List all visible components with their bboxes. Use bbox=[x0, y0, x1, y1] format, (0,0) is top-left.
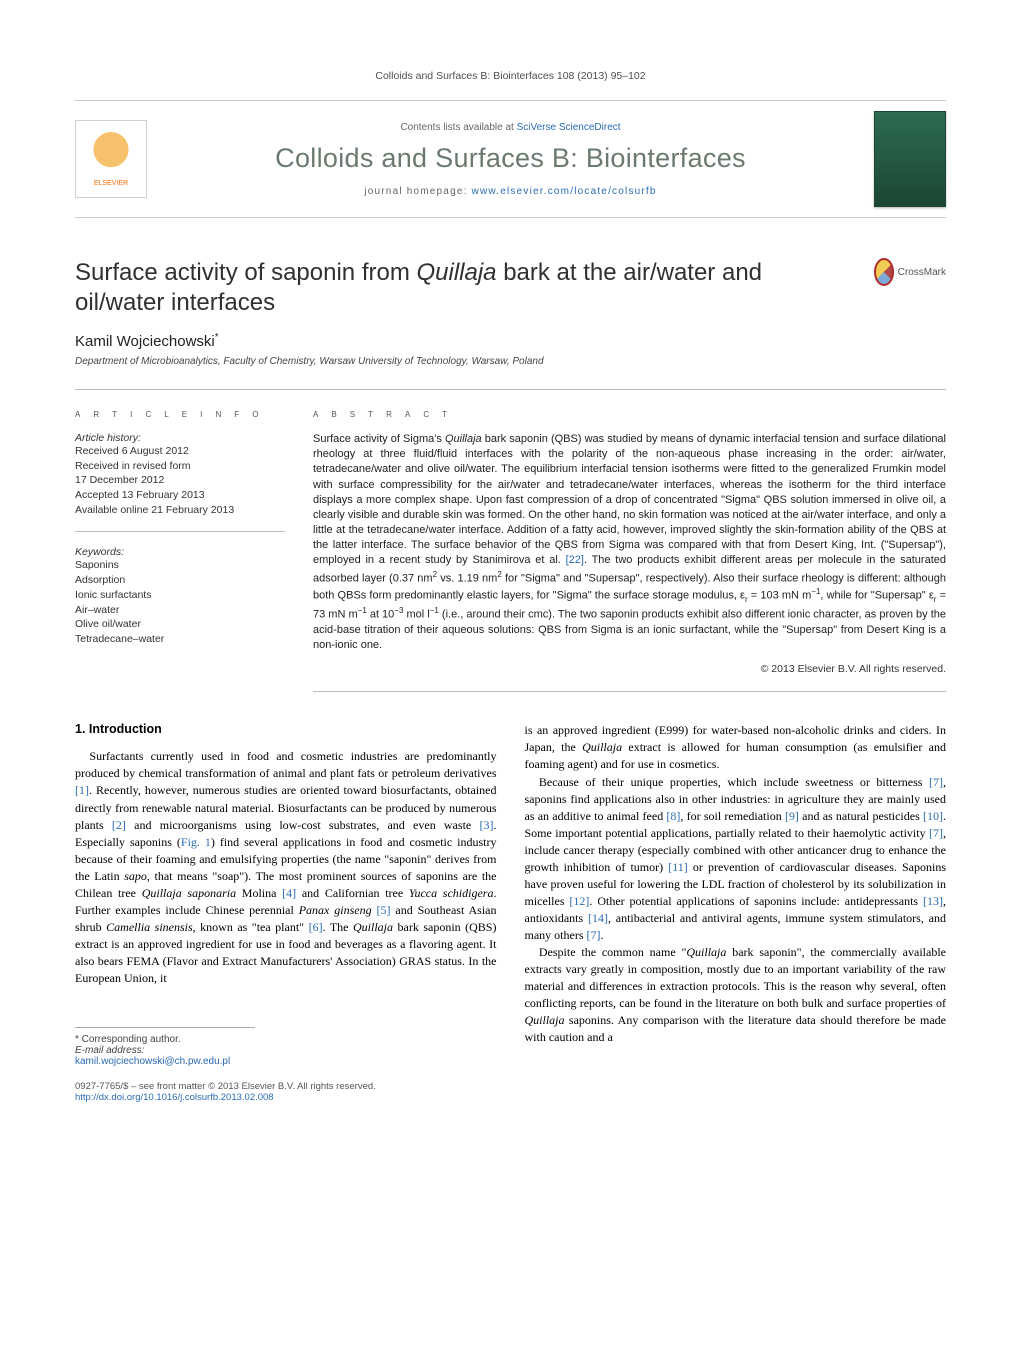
keyword: Ionic surfactants bbox=[75, 588, 285, 603]
keyword: Saponins bbox=[75, 558, 285, 573]
contents-line: Contents lists available at SciVerse Sci… bbox=[165, 122, 856, 133]
title-prefix: Surface activity of saponin from bbox=[75, 259, 416, 286]
keyword: Air–water bbox=[75, 603, 285, 618]
body-paragraph: Surfactants currently used in food and c… bbox=[75, 748, 497, 986]
email-label: E-mail address: bbox=[75, 1045, 144, 1056]
body-col-right: is an approved ingredient (E999) for wat… bbox=[525, 722, 947, 1102]
abstract-copyright: © 2013 Elsevier B.V. All rights reserved… bbox=[313, 663, 946, 692]
keywords-block: Keywords: Saponins Adsorption Ionic surf… bbox=[75, 546, 285, 660]
body-paragraph: Because of their unique properties, whic… bbox=[525, 774, 947, 944]
publisher-logo-text: ELSEVIER bbox=[94, 180, 128, 187]
running-head: Colloids and Surfaces B: Biointerfaces 1… bbox=[75, 70, 946, 82]
homepage-prefix: journal homepage: bbox=[364, 186, 471, 197]
history-line: Accepted 13 February 2013 bbox=[75, 488, 285, 503]
bottom-meta: 0927-7765/$ – see front matter © 2013 El… bbox=[75, 1081, 497, 1103]
footnotes: * Corresponding author. E-mail address: … bbox=[75, 1027, 255, 1067]
journal-cover-thumbnail[interactable] bbox=[874, 111, 946, 207]
article-title: Surface activity of saponin from Quillaj… bbox=[75, 258, 856, 318]
history-line: Received 6 August 2012 bbox=[75, 444, 285, 459]
masthead-center: Contents lists available at SciVerse Sci… bbox=[165, 122, 856, 197]
body-col-left: 1. Introduction Surfactants currently us… bbox=[75, 722, 497, 1102]
author-email-link[interactable]: kamil.wojciechowski@ch.pw.edu.pl bbox=[75, 1056, 230, 1067]
elsevier-tree-icon bbox=[89, 132, 133, 176]
masthead: ELSEVIER Contents lists available at Sci… bbox=[75, 100, 946, 218]
author-marker: * bbox=[215, 332, 219, 343]
abstract-body: Surface activity of Sigma's Quillaja bar… bbox=[313, 432, 946, 653]
publisher-logo[interactable]: ELSEVIER bbox=[75, 120, 147, 198]
body-paragraph: is an approved ingredient (E999) for wat… bbox=[525, 722, 947, 773]
history-line: 17 December 2012 bbox=[75, 473, 285, 488]
journal-title: Colloids and Surfaces B: Biointerfaces bbox=[165, 143, 856, 174]
crossmark-label: CrossMark bbox=[898, 267, 946, 278]
doi-link[interactable]: http://dx.doi.org/10.1016/j.colsurfb.201… bbox=[75, 1092, 274, 1103]
authors-line: Kamil Wojciechowski* bbox=[75, 332, 946, 350]
keyword: Adsorption bbox=[75, 573, 285, 588]
crossmark-icon bbox=[874, 258, 894, 286]
affiliation: Department of Microbioanalytics, Faculty… bbox=[75, 356, 946, 367]
history-line: Received in revised form bbox=[75, 459, 285, 474]
keywords-label: Keywords: bbox=[75, 546, 285, 558]
meta-row: a r t i c l e i n f o Article history: R… bbox=[75, 389, 946, 692]
keyword: Tetradecane–water bbox=[75, 632, 285, 647]
email-line: E-mail address: kamil.wojciechowski@ch.p… bbox=[75, 1045, 255, 1067]
homepage-line: journal homepage: www.elsevier.com/locat… bbox=[165, 186, 856, 197]
page: Colloids and Surfaces B: Biointerfaces 1… bbox=[0, 0, 1021, 1143]
journal-homepage-link[interactable]: www.elsevier.com/locate/colsurfb bbox=[472, 186, 657, 197]
corresponding-author-note: * Corresponding author. bbox=[75, 1034, 255, 1045]
title-row: Surface activity of saponin from Quillaj… bbox=[75, 258, 946, 318]
abstract-column: a b s t r a c t Surface activity of Sigm… bbox=[313, 390, 946, 692]
body-paragraph: Despite the common name "Quillaja bark s… bbox=[525, 944, 947, 1046]
article-info-column: a r t i c l e i n f o Article history: R… bbox=[75, 390, 285, 692]
title-italic: Quillaja bbox=[416, 259, 496, 286]
abstract-heading: a b s t r a c t bbox=[313, 408, 946, 420]
history-block: Article history: Received 6 August 2012 … bbox=[75, 432, 285, 532]
crossmark-badge[interactable]: CrossMark bbox=[874, 258, 946, 286]
body-columns: 1. Introduction Surfactants currently us… bbox=[75, 722, 946, 1102]
history-label: Article history: bbox=[75, 432, 285, 444]
sciencedirect-link[interactable]: SciVerse ScienceDirect bbox=[517, 122, 621, 133]
contents-prefix: Contents lists available at bbox=[400, 122, 516, 133]
history-line: Available online 21 February 2013 bbox=[75, 503, 285, 518]
article-info-heading: a r t i c l e i n f o bbox=[75, 408, 285, 420]
keyword: Olive oil/water bbox=[75, 617, 285, 632]
section-heading: 1. Introduction bbox=[75, 722, 497, 736]
author-name: Kamil Wojciechowski bbox=[75, 333, 215, 350]
issn-line: 0927-7765/$ – see front matter © 2013 El… bbox=[75, 1081, 497, 1092]
